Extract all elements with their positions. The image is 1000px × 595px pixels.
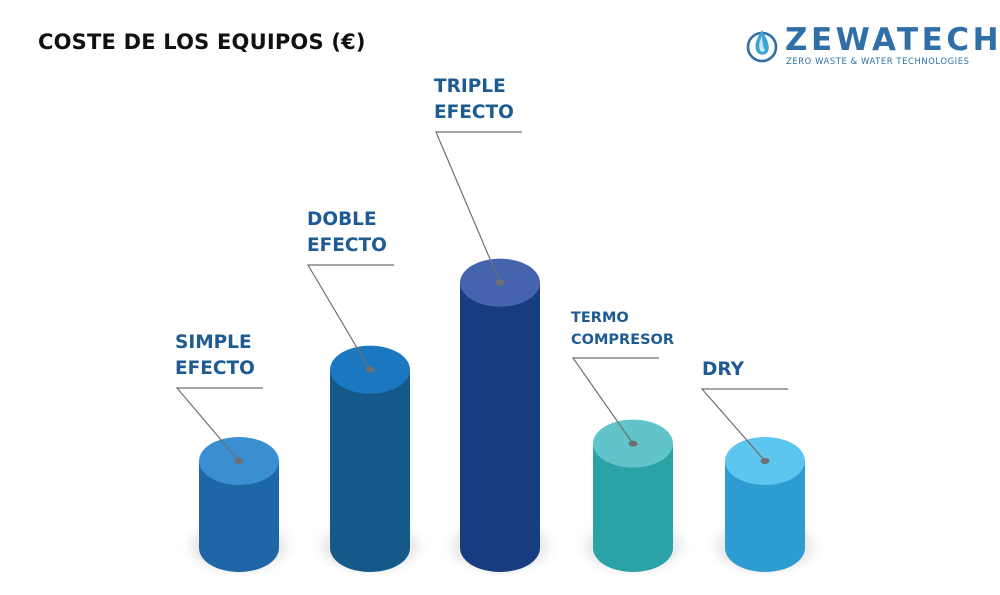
bar-leader-line: [306, 264, 394, 370]
bar-4: TERMO COMPRESOR: [571, 310, 695, 580]
bar-label-line: DRY: [702, 359, 745, 380]
bar-label: SIMPLE EFECTO: [175, 332, 255, 379]
brand-wordmark: ZEWATECH: [785, 22, 1000, 58]
bar-leader-line: [571, 357, 659, 444]
brand-logo: ZEWATECH ZERO WASTE & WATER TECHNOLOGIES: [745, 22, 999, 72]
bar-label: DRY: [702, 359, 745, 380]
bar-label-line: TRIPLE: [434, 76, 506, 97]
page-title: COSTE DE LOS EQUIPOS (€): [38, 30, 366, 54]
bar-3: TRIPLE EFECTO: [434, 76, 562, 580]
bar-body: [725, 461, 805, 572]
bar-leader-line: [175, 387, 263, 462]
bar-2: DOBLE EFECTO: [306, 209, 432, 580]
bar-1: SIMPLE EFECTO: [175, 332, 301, 580]
bar-body: [330, 369, 410, 572]
bar-body: [593, 443, 673, 572]
bar-label-line: SIMPLE: [175, 332, 252, 353]
bar-leader-line: [435, 131, 522, 283]
bar-body: [460, 282, 540, 572]
bar-5: DRY: [700, 359, 827, 580]
bar-label: TRIPLE EFECTO: [434, 76, 514, 123]
bar-label-line: COMPRESOR: [571, 332, 674, 348]
bar-label-line: EFECTO: [175, 358, 255, 379]
bar-leader-line: [700, 388, 788, 462]
bar-label-line: EFECTO: [434, 102, 514, 123]
brand-tagline: ZERO WASTE & WATER TECHNOLOGIES: [786, 56, 970, 66]
bar-body: [199, 461, 279, 572]
water-drop-icon: [746, 30, 778, 63]
bar-label-line: EFECTO: [307, 235, 387, 256]
bar-label: TERMO COMPRESOR: [571, 310, 674, 348]
bar-label-line: TERMO: [571, 310, 629, 326]
bar-label: DOBLE EFECTO: [307, 209, 387, 256]
bar-label-line: DOBLE: [307, 209, 377, 230]
